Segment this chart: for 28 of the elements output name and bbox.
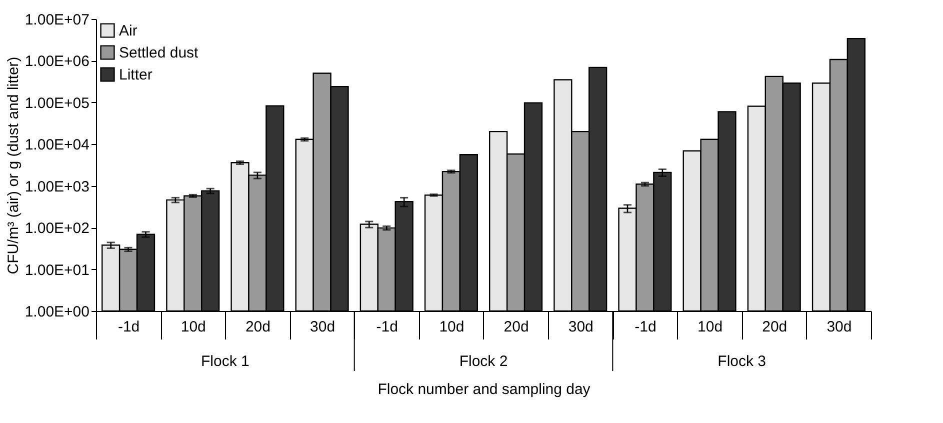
y-tick-label: 1.00E+07: [24, 12, 90, 28]
text: Flock 1: [200, 353, 250, 370]
x-tick-label: 20d: [504, 318, 529, 336]
x-axis-title: Flock number and sampling day: [378, 381, 591, 398]
y-tick-label: 1.00E+05: [24, 94, 90, 112]
x-tick-label: 10d: [698, 318, 723, 336]
y-tick-label: 1.00E+00: [24, 304, 90, 320]
x-tick-label: 10d: [439, 318, 464, 336]
y-tick-label: 1.00E+01: [24, 262, 90, 279]
y-tick-label: 1.00E+04: [24, 136, 90, 154]
legend-label: Air: [119, 22, 138, 40]
legend-label: Litter: [119, 66, 152, 84]
x-tick-label: 30d: [310, 318, 336, 336]
x-tick-label: 30d: [568, 318, 594, 336]
y-tick-label: 1.00E+02: [24, 220, 90, 238]
x-tick-label: 30d: [826, 318, 852, 336]
y-axis-title: CFU/m³ (air) or g (dust and litter): [4, 56, 22, 274]
x-tick-label: -1d: [634, 318, 656, 336]
x-tick-label: 20d: [245, 318, 270, 336]
text: Flock 2: [459, 353, 508, 370]
y-tick-label: 1.00E+03: [24, 178, 90, 196]
x-tick-label: -1d: [118, 318, 140, 336]
x-tick-label: 20d: [762, 318, 788, 336]
text: Flock 3: [718, 353, 766, 370]
x-tick-label: 10d: [180, 318, 206, 336]
legend-label: Settled dust: [119, 44, 200, 62]
y-tick-label: 1.00E+06: [24, 53, 90, 70]
x-tick-label: -1d: [376, 318, 398, 336]
